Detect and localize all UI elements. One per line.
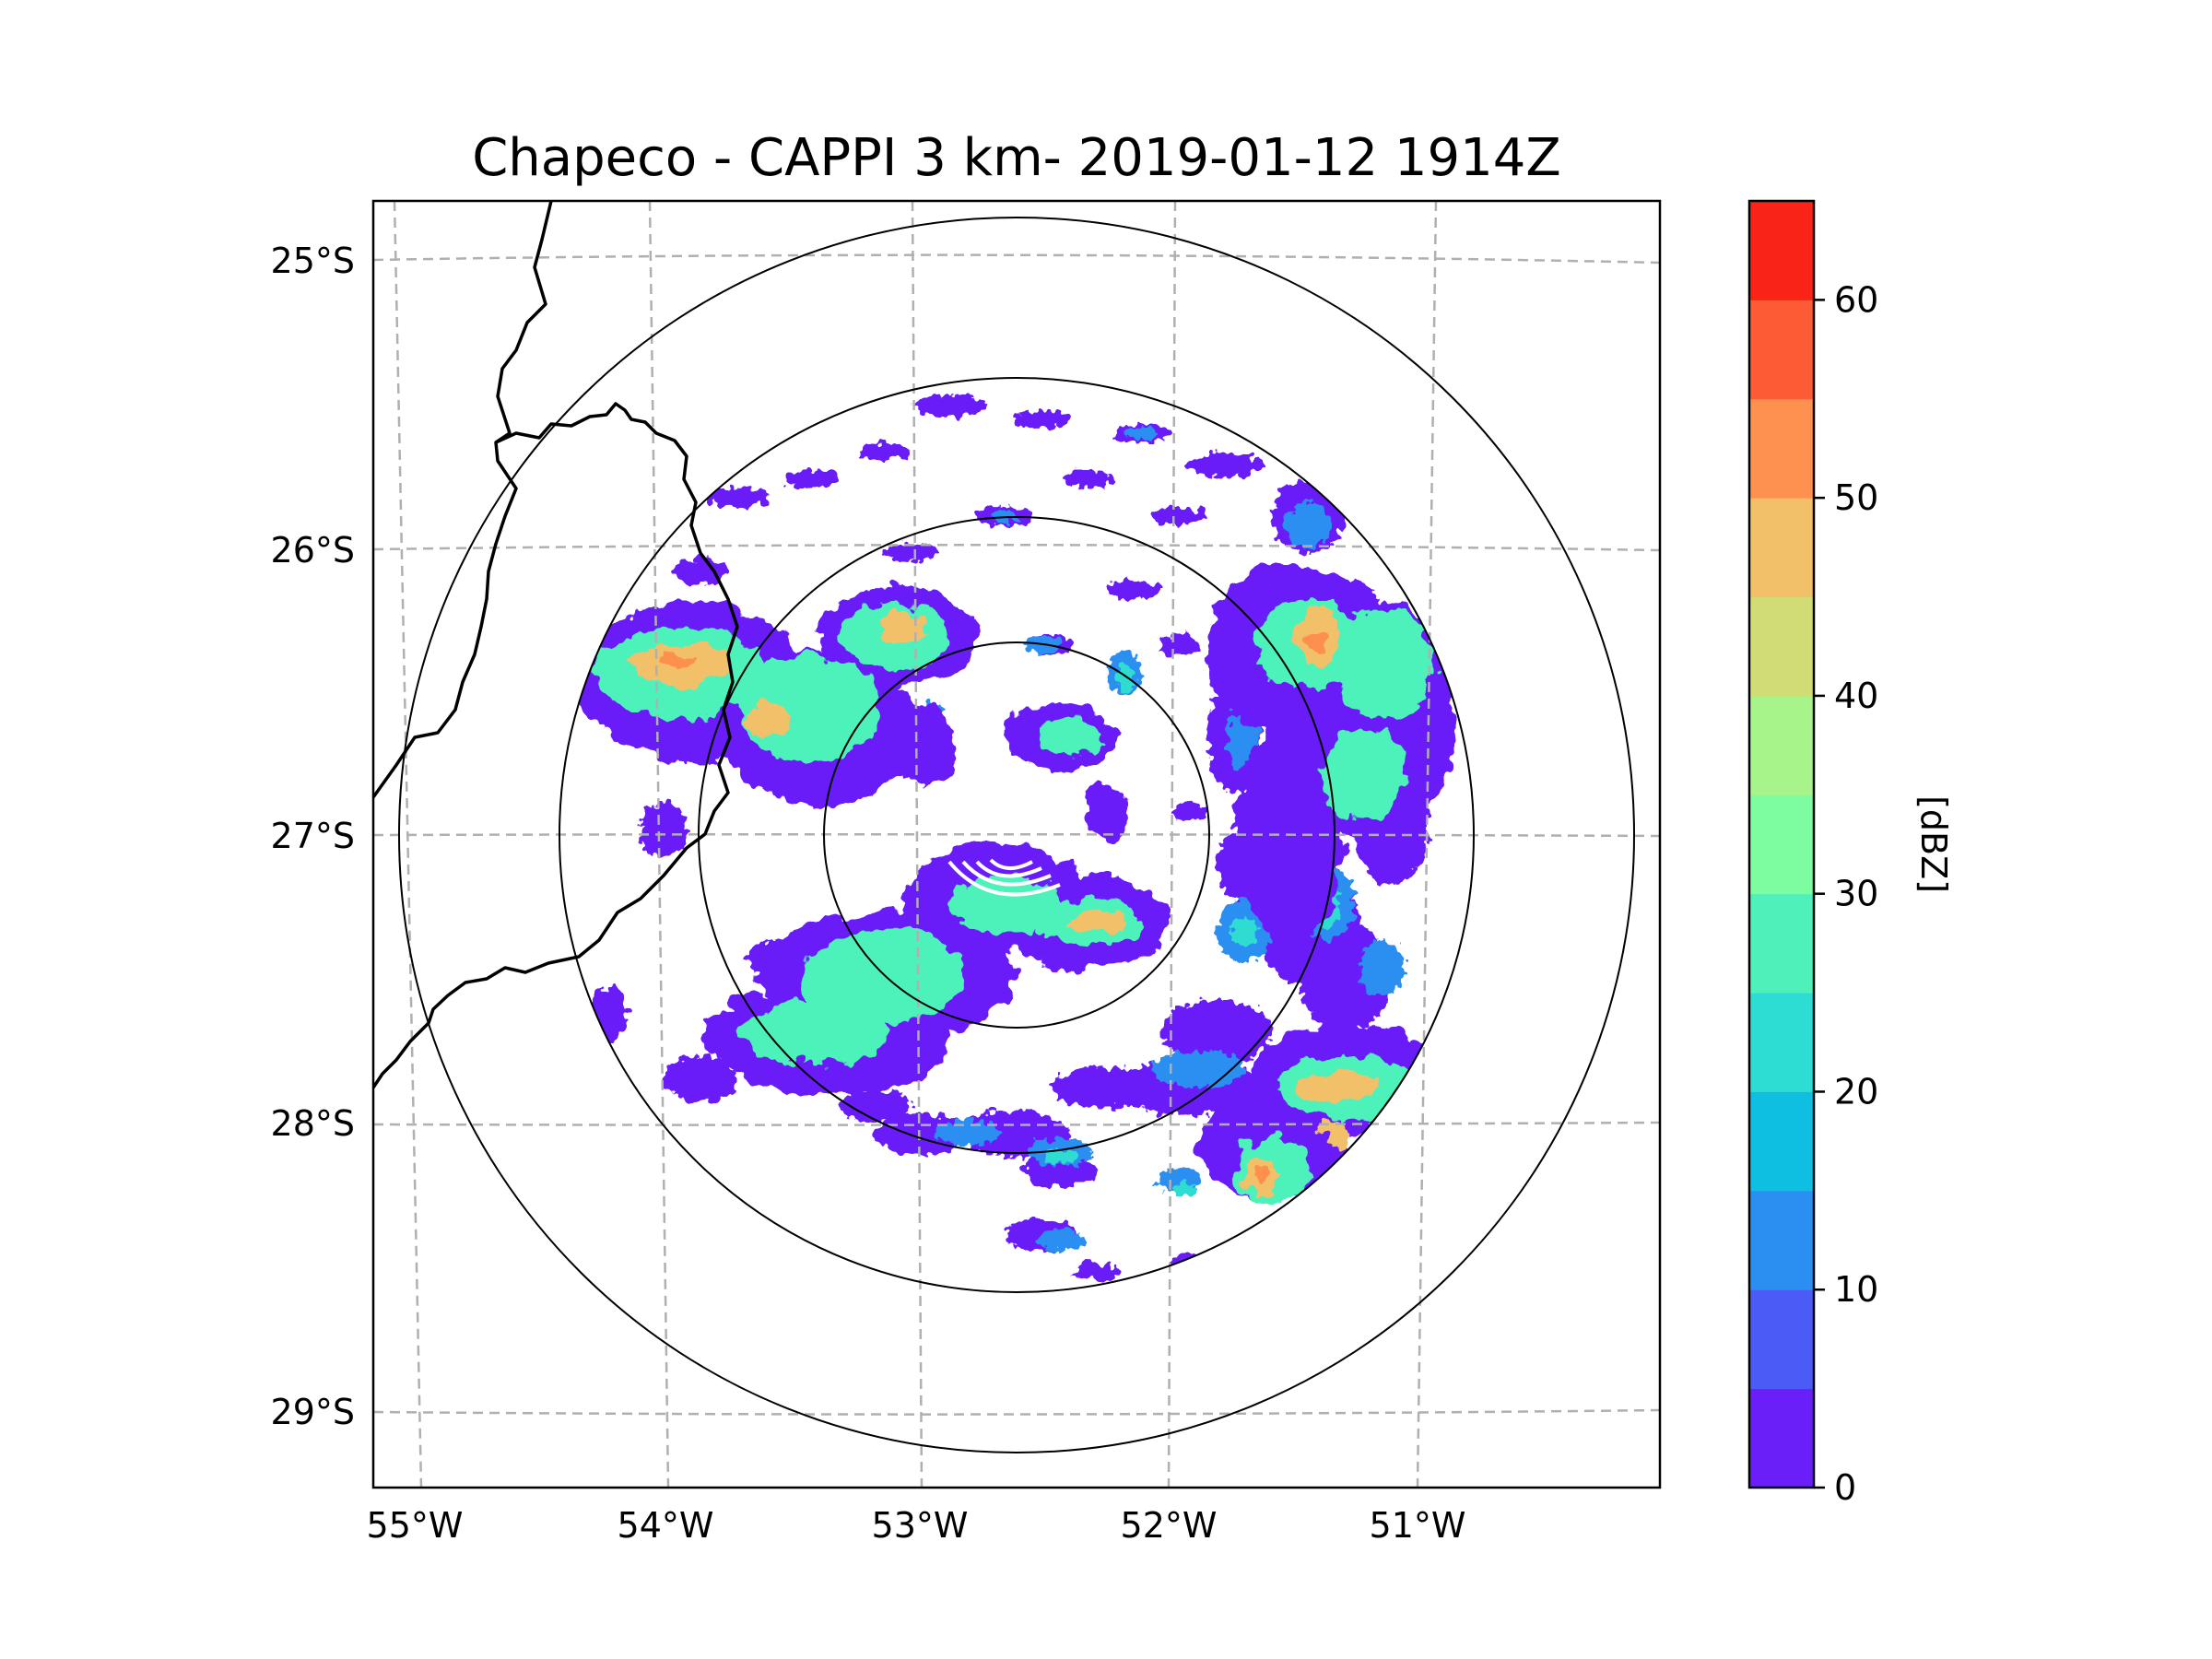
colorbar-tick-label: 0 — [1834, 1467, 1856, 1508]
colorbar-tick-label: 20 — [1834, 1071, 1878, 1112]
range-ring-150km — [698, 516, 1335, 1154]
y-tick-label: 27°S — [271, 816, 355, 856]
colorbar-label: [dBZ] — [1913, 795, 1954, 893]
x-tick-label: 51°W — [1370, 1505, 1466, 1546]
colorbar-bin — [1749, 1289, 1814, 1390]
map-area — [373, 201, 1660, 1488]
colorbar-tick-label: 30 — [1834, 874, 1878, 914]
storm-cells — [576, 562, 1456, 1203]
colorbar-tick-label: 50 — [1834, 477, 1878, 518]
border-argentina-brazil — [373, 402, 739, 1088]
reflectivity-field — [576, 394, 1456, 1281]
map-frame — [371, 199, 1662, 1489]
colorbar-tick-label: 40 — [1834, 676, 1878, 716]
y-tick-label: 26°S — [271, 530, 355, 571]
y-tick-label: 28°S — [271, 1103, 355, 1144]
range-rings — [398, 217, 1635, 1453]
colorbar-tick-label: 10 — [1834, 1269, 1878, 1310]
clutter-arcs — [947, 858, 1061, 897]
y-tick-label: 25°S — [271, 241, 355, 281]
colorbar-bin — [1749, 695, 1814, 795]
gridlines — [373, 201, 1660, 1488]
colorbar-bin — [1749, 596, 1814, 697]
colorbar-bin — [1749, 201, 1814, 300]
colorbar-bin — [1749, 1388, 1814, 1488]
x-tick-label: 54°W — [618, 1505, 714, 1546]
colorbar-bin — [1749, 498, 1814, 598]
colorbar-frame — [1747, 199, 1816, 1489]
chart-title: Chapeco - CAPPI 3 km- 2019-01-12 1914Z — [472, 128, 1561, 188]
range-ring-300km — [398, 217, 1635, 1453]
colorbar: 0 10 20 30 40 50 60 [dBZ] — [1747, 199, 1954, 1508]
border-argentina-paraguay — [373, 201, 553, 799]
colorbar-tick-label: 60 — [1834, 279, 1878, 320]
political-borders — [373, 201, 739, 1088]
colorbar-bin — [1749, 300, 1814, 400]
colorbar-bin — [1749, 993, 1814, 1092]
x-tick-label: 52°W — [1121, 1505, 1218, 1546]
range-ring-250km — [559, 377, 1475, 1293]
y-axis-ticks: 25°S 26°S 27°S 28°S 29°S — [271, 241, 355, 1432]
colorbar-bin — [1749, 1190, 1814, 1290]
storm-layer-50dbz — [659, 629, 1327, 1182]
colorbar-bin — [1749, 1091, 1814, 1192]
x-tick-label: 53°W — [872, 1505, 969, 1546]
range-ring-75km — [823, 641, 1210, 1029]
colorbar-bin — [1749, 398, 1814, 499]
colorbar-bin — [1749, 893, 1814, 994]
y-tick-label: 29°S — [271, 1392, 355, 1432]
x-axis-ticks: 55°W 54°W 53°W 52°W 51°W — [367, 1505, 1466, 1546]
x-tick-label: 55°W — [367, 1505, 464, 1546]
colorbar-bins — [1749, 201, 1814, 1488]
colorbar-bin — [1749, 794, 1814, 895]
colorbar-ticks: 0 10 20 30 40 50 60 — [1814, 279, 1878, 1508]
